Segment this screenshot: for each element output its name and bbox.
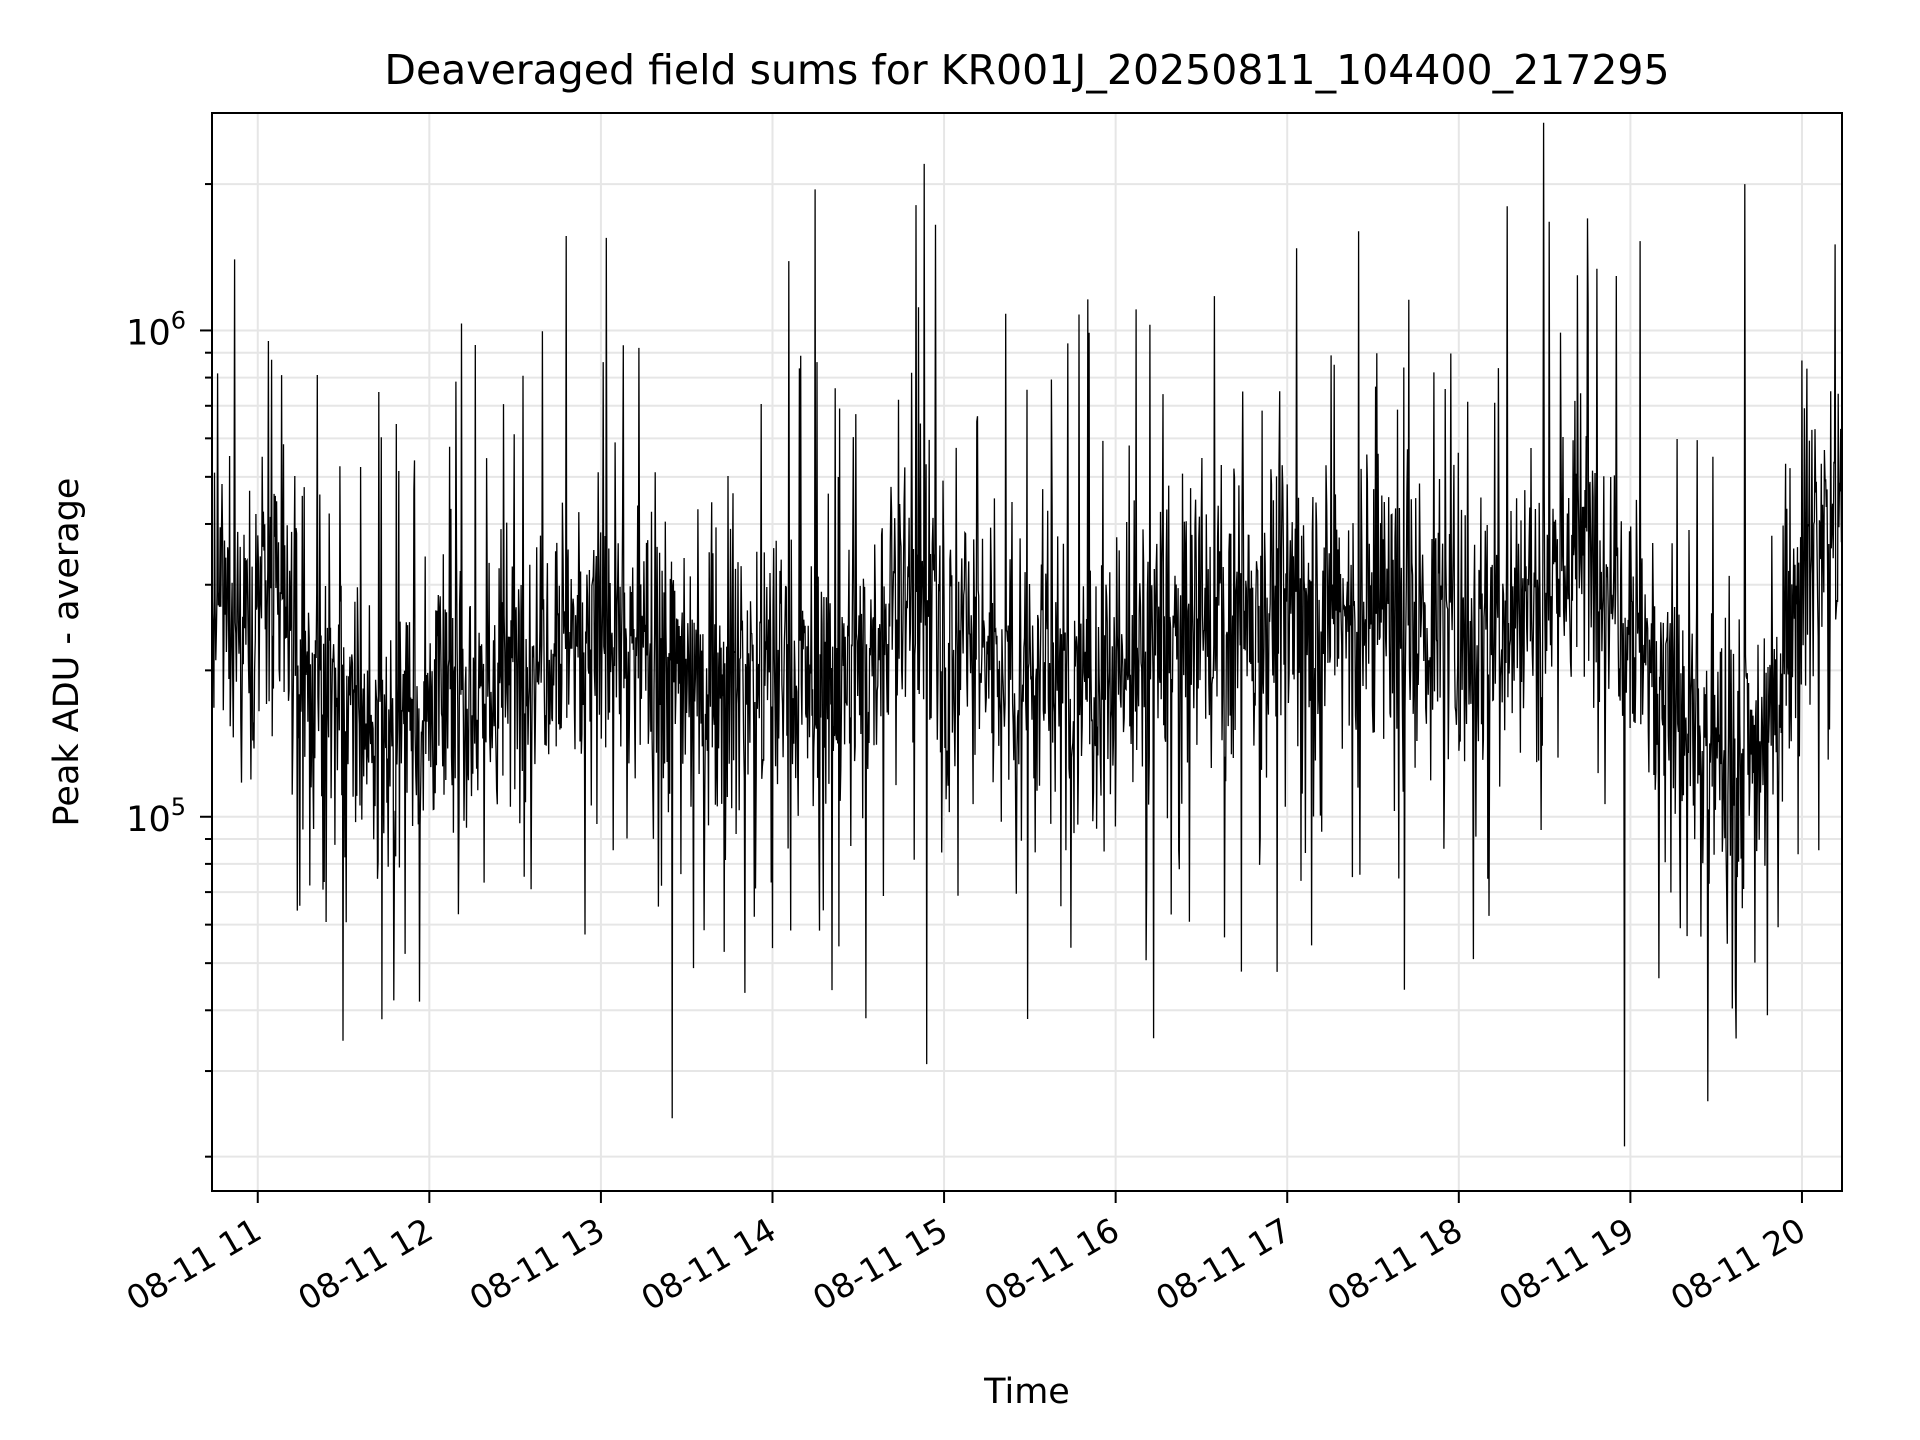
y-tick-label: 105: [126, 793, 186, 840]
y-axis-label: Peak ADU - average: [47, 478, 87, 827]
x-axis-label: Time: [983, 1372, 1070, 1412]
series-line: [211, 122, 1843, 1147]
y-tick-label: 106: [126, 306, 186, 353]
y-axis: 105 106: [126, 183, 212, 1158]
plot-frame: [211, 112, 1843, 1192]
series-layer: [211, 122, 1843, 1147]
chart-title: Deaveraged field sums for KR001J_2025081…: [384, 46, 1669, 94]
